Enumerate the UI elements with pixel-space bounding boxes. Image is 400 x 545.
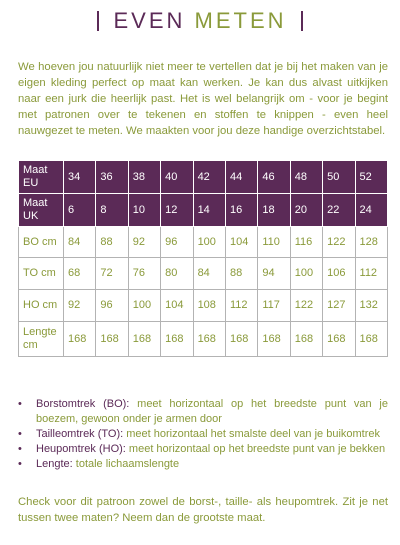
table-cell: 84 [192,257,226,290]
table-cell: 22 [322,193,356,227]
heading-title: EVEN METEN [113,10,286,32]
table-cell: 168 [224,321,259,357]
legend-item-lengte: • Lengte: totale lichaamslengte [18,457,388,472]
legend-term: Heupomtrek (HO): [36,443,126,455]
table-cell: 100 [127,289,162,322]
row-label: TO cm [18,257,64,290]
table-cell: 110 [257,226,291,258]
table-cell: 10 [127,193,162,227]
table-cell: 106 [322,257,356,290]
closing-paragraph: Check voor dit patroon zowel de borst-, … [18,496,388,524]
heading-word-even: EVEN [113,8,186,33]
table-cell: 18 [257,193,291,227]
table-cell: 34 [62,160,97,194]
table-cell: 84 [62,226,97,258]
row-label: Maat UK [18,193,64,227]
table-cell: 16 [224,193,259,227]
table-row: Maat UK 6 8 10 12 14 16 18 20 22 24 [18,193,389,227]
table-cell: 168 [127,321,162,357]
legend-text: meet horizontaal het smalste deel van je… [126,428,381,440]
table-cell: 88 [95,226,129,258]
legend-term: Borstomtrek (BO): [36,398,130,410]
table-cell: 96 [95,289,129,322]
bullet-icon: • [18,428,22,440]
table-cell: 168 [62,321,97,357]
table-cell: 38 [127,160,162,194]
table-row: Lengte cm 168 168 168 168 168 168 168 168 168 168 [18,321,389,357]
size-table: Maat EU 34 36 38 40 42 44 46 48 50 52 Maat UK 6 8 10 12… [18,160,389,357]
table-row: HO cm 92 96 100 104 108 112 117 122 127 132 [18,289,389,322]
legend-item-to: • Tailleomtrek (TO): meet horizontaal het… [18,427,388,442]
table-cell: 12 [160,193,194,227]
bullet-icon: • [18,398,22,410]
heading-word-meten: METEN [194,8,287,33]
table-cell: 44 [224,160,259,194]
row-label: Lengte cm [18,321,64,357]
table-cell: 94 [257,257,291,290]
table-cell: 168 [160,321,194,357]
table-cell: 48 [289,160,324,194]
table-cell: 50 [322,160,356,194]
legend-term: Tailleomtrek (TO): [36,428,124,440]
bullet-icon: • [18,458,22,470]
legend-item-ho: • Heupomtrek (HO): meet horizontaal op he… [18,442,388,457]
legend-term: Lengte: [36,458,73,470]
table-cell: 104 [160,289,194,322]
table-cell: 52 [354,160,389,194]
heading-left-divider [97,11,100,31]
intro-paragraph: We hoeven jou natuurlijk niet meer te ve… [18,61,388,137]
table-cell: 104 [224,226,259,258]
table-cell: 46 [257,160,291,194]
table-cell: 100 [289,257,324,290]
bullet-icon: • [18,443,22,455]
table-cell: 168 [354,321,389,357]
table-cell: 117 [257,289,291,322]
table-cell: 40 [160,160,194,194]
table-row: Maat EU 34 36 38 40 42 44 46 48 50 52 [18,160,389,194]
table-cell: 92 [62,289,97,322]
row-label: HO cm [18,289,64,322]
heading-right-divider [300,11,303,31]
table-cell: 76 [127,257,162,290]
legend-text: meet horizontaal op het breedste punt va… [128,443,386,455]
table-cell: 100 [192,226,226,258]
table-cell: 168 [257,321,291,357]
measurement-legend: • Borstomtrek (BO): meet horizontaal op h… [18,397,388,472]
table-cell: 127 [322,289,356,322]
table-cell: 80 [160,257,194,290]
table-cell: 116 [289,226,324,258]
table-row: TO cm 68 72 76 80 84 88 94 100 106 112 [18,257,389,290]
table-cell: 92 [127,226,162,258]
table-cell: 168 [192,321,226,357]
table-cell: 128 [354,226,389,258]
table-cell: 68 [62,257,97,290]
legend-item-bo: • Borstomtrek (BO): meet horizontaal op h… [18,397,388,427]
table-cell: 24 [354,193,389,227]
table-cell: 42 [192,160,226,194]
table-cell: 112 [224,289,259,322]
table-cell: 112 [354,257,389,290]
table-cell: 36 [95,160,129,194]
table-cell: 168 [95,321,129,357]
table-cell: 88 [224,257,259,290]
legend-text: totale lichaamslengte [75,458,180,470]
table-cell: 168 [322,321,356,357]
row-label: BO cm [18,226,64,258]
table-cell: 108 [192,289,226,322]
table-cell: 168 [289,321,324,357]
table-cell: 20 [289,193,324,227]
table-cell: 14 [192,193,226,227]
table-cell: 6 [62,193,97,227]
table-cell: 8 [95,193,129,227]
table-cell: 132 [354,289,389,322]
table-cell: 122 [322,226,356,258]
table-cell: 96 [160,226,194,258]
legend-text: meet horizontaal op het breedste punt va… [36,398,388,425]
table-cell: 72 [95,257,129,290]
page-heading: EVEN METEN [0,6,400,36]
row-label: Maat EU [18,160,64,194]
table-cell: 122 [289,289,324,322]
table-row: BO cm 84 88 92 96 100 104 110 116 122 128 [18,226,389,258]
